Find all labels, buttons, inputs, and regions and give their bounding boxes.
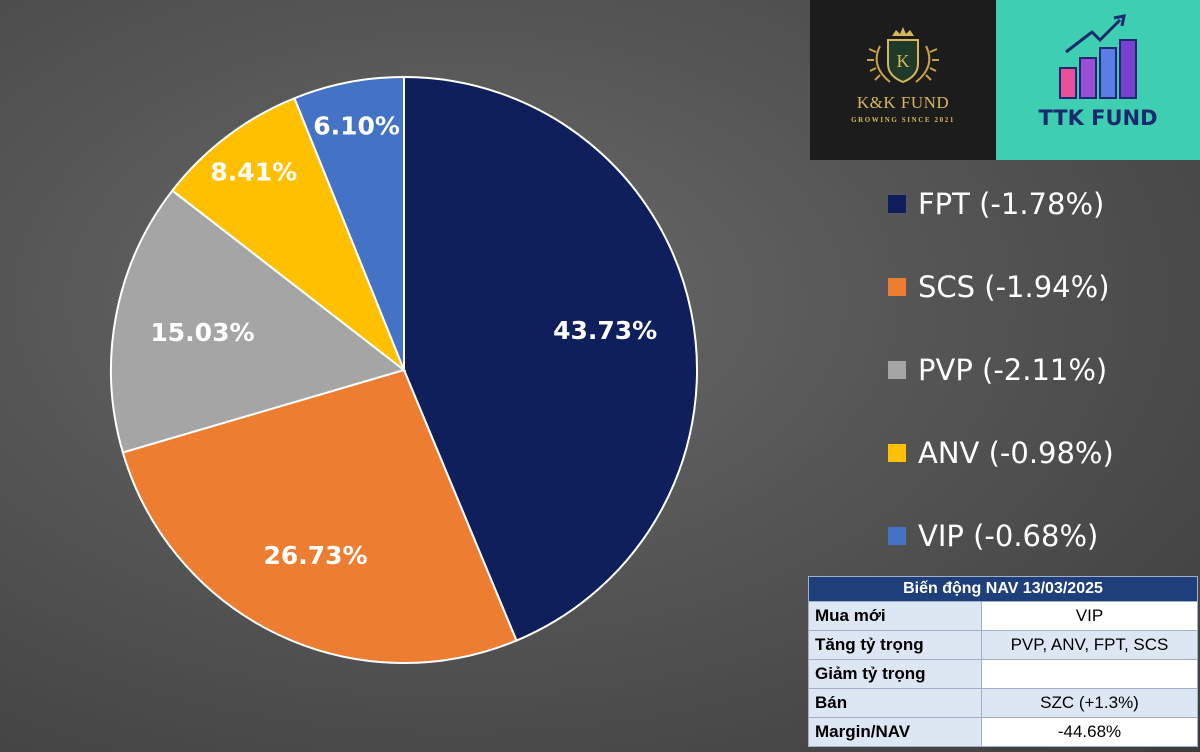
legend-item-anv: ANV (-0.98%) — [888, 433, 1114, 473]
table-row: Bán SZC (+1.3%) — [808, 688, 1198, 718]
legend-item-pvp: PVP (-2.11%) — [888, 350, 1107, 390]
pie-slice-scs — [121, 368, 518, 664]
row-value: PVP, ANV, FPT, SCS — [981, 630, 1198, 660]
legend-item-vip: VIP (-0.68%) — [888, 516, 1098, 556]
row-label: Mua mới — [808, 601, 982, 631]
legend-item-fpt: FPT (-1.78%) — [888, 184, 1104, 224]
legend-label: SCS (-1.94%) — [918, 270, 1110, 304]
slice-value-label: 43.73% — [553, 316, 657, 345]
nav-table-title: Biến động NAV 13/03/2025 — [808, 576, 1198, 602]
legend-label: PVP (-2.11%) — [918, 353, 1108, 387]
table-row: Mua mới VIP — [808, 601, 1198, 631]
legend-swatch — [888, 361, 906, 379]
row-value: SZC (+1.3%) — [981, 688, 1198, 718]
kk-fund-name: K&K FUND — [856, 93, 950, 112]
row-label: Margin/NAV — [808, 717, 982, 747]
growth-bars-icon — [1059, 14, 1137, 99]
row-label: Tăng tỷ trọng — [808, 630, 982, 660]
slice-value-label: 26.73% — [263, 541, 367, 570]
table-row: Tăng tỷ trọng PVP, ANV, FPT, SCS — [808, 630, 1198, 660]
row-label: Bán — [808, 688, 982, 718]
legend-label: ANV (-0.98%) — [918, 436, 1114, 470]
row-value: VIP — [981, 601, 1198, 631]
legend-swatch — [888, 527, 906, 545]
pie-slice-vip — [293, 75, 405, 371]
slice-value-label: 15.03% — [150, 318, 254, 347]
pie-slice-anv — [170, 96, 407, 374]
slice-value-label: 8.41% — [210, 157, 297, 186]
pie-slice-pvp — [110, 189, 407, 454]
pie-slice-fpt — [403, 75, 698, 642]
legend-swatch — [888, 444, 906, 462]
ttk-fund-logo: TTK FUND — [996, 0, 1200, 160]
kk-fund-tagline: GROWING SINCE 2021 — [851, 116, 955, 124]
laurel-crest-icon: K — [867, 27, 939, 84]
row-value — [981, 659, 1198, 689]
row-label: Giảm tỷ trọng — [808, 659, 982, 689]
pie-chart: 43.73% 26.73% 15.03% 8.41% 6.10% — [110, 75, 698, 664]
ttk-fund-name: TTK FUND — [1038, 106, 1158, 130]
kk-fund-logo: K K&K FUND GROWING SINCE 2021 — [810, 0, 996, 160]
kk-monogram: K — [897, 51, 910, 71]
table-row: Margin/NAV -44.68% — [808, 717, 1198, 747]
legend-label: VIP (-0.68%) — [918, 519, 1099, 553]
legend-swatch — [888, 195, 906, 213]
legend-swatch — [888, 278, 906, 296]
slice-value-label: 6.10% — [313, 112, 400, 141]
row-value: -44.68% — [981, 717, 1198, 747]
table-row: Giảm tỷ trọng — [808, 659, 1198, 689]
nav-change-table: Biến động NAV 13/03/2025 Mua mới VIP Tăn… — [808, 576, 1198, 747]
legend-label: FPT (-1.78%) — [918, 187, 1105, 221]
legend-item-scs: SCS (-1.94%) — [888, 267, 1110, 307]
